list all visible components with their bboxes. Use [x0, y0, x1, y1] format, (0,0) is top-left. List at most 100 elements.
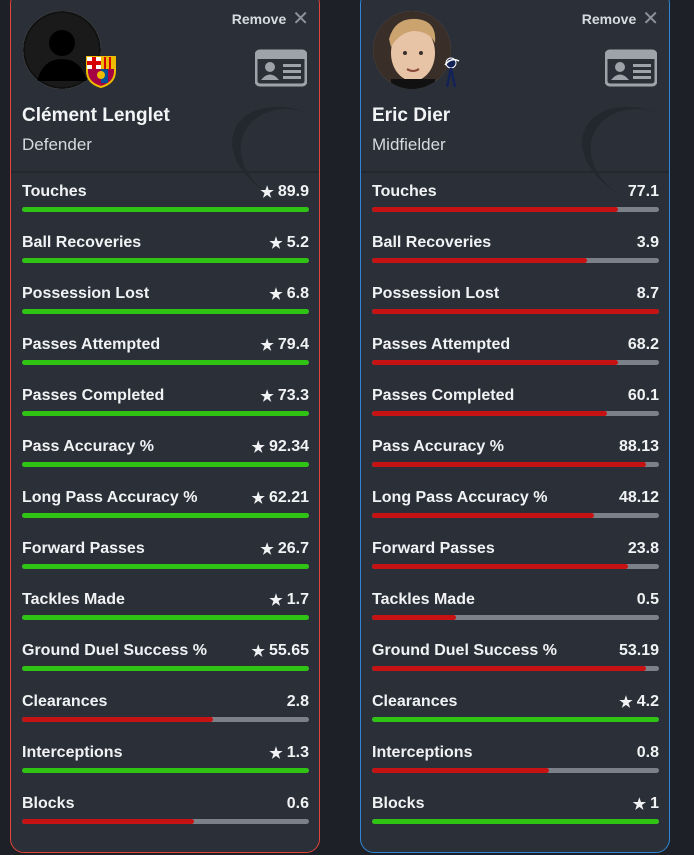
stat-value: 79.4 — [277, 336, 309, 353]
stat-value-wrap: 2.8 — [287, 693, 309, 711]
stat-bar — [372, 819, 659, 824]
stat-bar — [372, 717, 659, 722]
stat-value: 92.34 — [268, 438, 309, 455]
stat-label: Touches — [22, 183, 87, 200]
stat-label: Blocks — [22, 795, 75, 812]
stat-row: Passes Attempted 68.2 — [361, 326, 669, 377]
stat-label: Passes Attempted — [372, 336, 511, 353]
remove-label: Remove — [581, 11, 637, 27]
star-icon: ★ — [269, 286, 283, 303]
stat-value-wrap: ★ 5.2 — [269, 234, 309, 252]
player-photo — [373, 11, 451, 89]
star-icon: ★ — [269, 235, 283, 252]
stat-bar-fill — [372, 309, 659, 314]
player-name: Clément Lenglet — [22, 105, 170, 126]
remove-button[interactable]: Remove ✕ — [231, 8, 309, 30]
stat-row: Passes Attempted ★ 79.4 — [11, 326, 319, 377]
player-name: Eric Dier — [372, 105, 451, 126]
stat-row: Possession Lost 8.7 — [361, 275, 669, 326]
stat-value-wrap: ★ 73.3 — [260, 387, 309, 405]
stat-label: Long Pass Accuracy % — [372, 489, 548, 506]
stat-bar — [372, 207, 659, 212]
stat-label: Clearances — [22, 693, 108, 710]
star-icon: ★ — [632, 796, 647, 813]
stat-bar-fill — [22, 717, 214, 722]
stat-value-wrap: ★ 1.3 — [269, 744, 309, 762]
stat-row: Clearances ★ 4.2 — [361, 683, 669, 734]
star-icon: ★ — [619, 694, 633, 711]
close-icon[interactable]: ✕ — [292, 8, 309, 30]
id-card-icon[interactable] — [604, 47, 658, 87]
stat-value: 73.3 — [277, 387, 309, 404]
stat-row: Blocks ★ 1 — [361, 785, 669, 836]
stat-bar-fill — [372, 564, 628, 569]
stat-value-wrap: ★ 62.21 — [252, 489, 310, 507]
stat-bar — [372, 360, 659, 365]
stat-value-wrap: 68.2 — [628, 336, 659, 354]
player-card-left: Remove ✕ Clément Lenglet Defender Touche… — [10, 0, 320, 853]
star-icon: ★ — [260, 337, 274, 354]
id-card-icon[interactable] — [254, 47, 308, 87]
stat-row: Clearances 2.8 — [11, 683, 319, 734]
stat-value: 53.19 — [618, 642, 659, 659]
stat-value-wrap: 77.1 — [628, 183, 659, 201]
stat-label: Forward Passes — [22, 540, 145, 557]
stat-value-wrap: 88.13 — [619, 438, 659, 456]
stat-label: Passes Attempted — [22, 336, 161, 353]
stat-bar-fill — [372, 258, 588, 263]
stat-bar-fill — [372, 615, 457, 620]
stat-bar-fill — [372, 207, 618, 212]
stat-label: Interceptions — [372, 744, 473, 761]
stat-label: Pass Accuracy % — [372, 438, 504, 455]
stat-bar — [372, 666, 659, 671]
stat-bar-fill — [372, 717, 659, 722]
stat-row: Passes Completed ★ 73.3 — [11, 377, 319, 428]
stat-bar — [22, 411, 309, 416]
stats-list: Touches ★ 89.9 Ball Recoveries ★ 5.2 Possessio… — [11, 173, 319, 836]
stat-row: Long Pass Accuracy % 48.12 — [361, 479, 669, 530]
stat-row: Pass Accuracy % ★ 92.34 — [11, 428, 319, 479]
stat-bar — [22, 513, 309, 518]
stat-row: Tackles Made 0.5 — [361, 581, 669, 632]
stat-label: Blocks — [372, 795, 425, 812]
stat-value-wrap: ★ 1 — [633, 795, 659, 813]
stat-label: Ground Duel Success % — [22, 642, 207, 659]
stat-bar — [372, 615, 659, 620]
stat-label: Clearances — [372, 693, 458, 710]
stat-value: 60.1 — [627, 387, 659, 404]
stat-bar — [22, 615, 309, 620]
stat-value: 48.12 — [618, 489, 659, 506]
stat-bar-fill — [22, 462, 309, 467]
stat-value-wrap: 3.9 — [637, 234, 659, 252]
stat-value: 1.7 — [286, 591, 309, 608]
stat-bar-fill — [22, 258, 309, 263]
stat-bar-fill — [372, 513, 594, 518]
stat-bar-fill — [22, 819, 195, 824]
stat-label: Forward Passes — [372, 540, 495, 557]
stat-row: Ground Duel Success % 53.19 — [361, 632, 669, 683]
player-position: Midfielder — [372, 135, 446, 154]
stat-row: Pass Accuracy % 88.13 — [361, 428, 669, 479]
stat-row: Touches 77.1 — [361, 173, 669, 224]
stat-value: 6.8 — [286, 285, 309, 302]
stat-value: 0.8 — [636, 744, 659, 761]
stat-label: Long Pass Accuracy % — [22, 489, 198, 506]
stat-value: 23.8 — [627, 540, 659, 557]
player-header: Remove ✕ Eric Dier Midfielder — [361, 0, 669, 225]
stat-value-wrap: ★ 89.9 — [260, 183, 309, 201]
stat-label: Ball Recoveries — [22, 234, 142, 251]
star-icon: ★ — [260, 388, 274, 405]
stat-bar-fill — [372, 462, 646, 467]
stat-label: Passes Completed — [372, 387, 515, 404]
stat-value-wrap: ★ 55.65 — [252, 642, 310, 660]
tottenham-crest-icon — [433, 53, 469, 89]
close-icon[interactable]: ✕ — [642, 8, 659, 30]
remove-button[interactable]: Remove ✕ — [581, 8, 659, 30]
stat-row: Tackles Made ★ 1.7 — [11, 581, 319, 632]
barcelona-crest-icon — [83, 53, 119, 89]
stat-bar-fill — [22, 309, 309, 314]
remove-label: Remove — [231, 11, 287, 27]
stat-value-wrap: 0.6 — [287, 795, 309, 813]
stat-row: Ground Duel Success % ★ 55.65 — [11, 632, 319, 683]
stat-value: 77.1 — [627, 183, 659, 200]
